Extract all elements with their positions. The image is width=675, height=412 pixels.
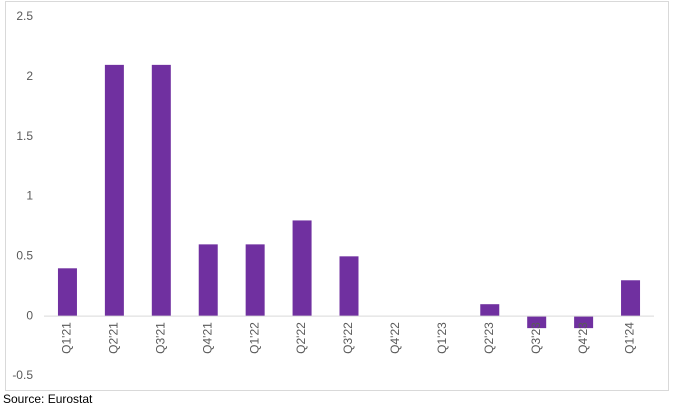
source-note: Source: Eurostat: [3, 392, 93, 406]
x-tick-label: Q1'22: [247, 322, 261, 354]
bar: [339, 256, 359, 317]
bar: [104, 64, 124, 317]
bar: [480, 304, 500, 317]
y-tick-label: 0: [26, 308, 33, 322]
x-tick-label: Q4'23: [576, 322, 590, 354]
x-tick-label: Q3'23: [529, 322, 543, 354]
y-tick-label: 2.5: [16, 9, 33, 23]
x-tick-label: Q3'22: [341, 322, 355, 354]
bar: [621, 280, 641, 317]
bar: [292, 220, 312, 317]
x-tick-label: Q2'22: [294, 322, 308, 354]
x-tick-label: Q2'23: [482, 322, 496, 354]
y-tick-label: 1.5: [16, 129, 33, 143]
x-tick-label: Q2'21: [107, 322, 121, 354]
y-tick-label: 2: [26, 69, 33, 83]
x-tick-label: Q1'23: [435, 322, 449, 354]
x-tick-label: Q4'21: [200, 322, 214, 354]
x-tick-label: Q3'21: [153, 322, 167, 354]
bar: [198, 244, 218, 317]
y-tick-label: 0.5: [16, 249, 33, 263]
bar: [245, 244, 265, 317]
x-tick-label: Q4'22: [388, 322, 402, 354]
y-tick-label: 1: [26, 189, 33, 203]
bar: [574, 316, 594, 329]
x-tick-label: Q1'21: [60, 322, 74, 354]
bar: [527, 316, 547, 329]
y-tick-label: -0.5: [12, 368, 33, 382]
chart-border: [5, 1, 669, 391]
bar: [151, 64, 171, 317]
bar: [57, 268, 77, 317]
x-tick-label: Q1'24: [623, 322, 637, 354]
